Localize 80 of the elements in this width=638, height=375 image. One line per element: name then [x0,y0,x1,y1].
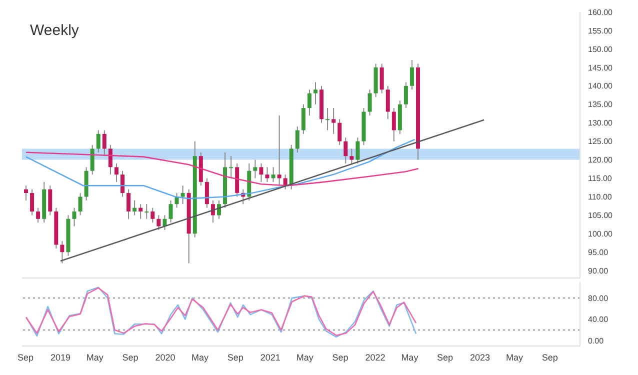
candlestick [350,148,354,164]
y-tick-label: 120.00 [588,156,614,165]
x-tick-label: May [296,352,314,362]
candlestick [72,207,76,227]
candlestick [301,104,306,134]
candlestick [344,137,348,164]
candlestick [332,108,336,134]
candlestick [307,89,312,116]
x-tick-label: May [192,352,210,362]
candlestick [156,214,161,230]
x-tick-label: Sep [17,352,34,362]
x-tick-label: May [401,352,419,362]
candlestick [150,207,155,224]
candlestick [410,60,414,90]
candlestick [277,114,282,186]
y-tick-label: 145.00 [588,63,614,72]
candlestick [356,137,360,164]
candlestick [120,170,124,198]
candlestick [380,63,384,94]
candlestick [386,85,390,120]
candlestick [126,188,131,220]
y-tick-label: 0.00 [588,336,604,346]
y-tick-label: 105.00 [588,211,614,220]
x-tick-label: May [506,352,524,362]
candlestick [313,82,318,105]
candlestick [168,200,173,224]
y-tick-label: 140.00 [588,82,614,91]
text: Weekly [30,22,79,39]
candlestick [48,185,52,216]
y-tick-label: 135.00 [588,100,614,110]
candlestick [295,126,300,153]
candlestick [229,156,234,179]
y-tick-label: 95.00 [588,248,609,257]
y-tick-label: 150.00 [588,44,614,54]
x-tick-label: 2023 [470,352,490,362]
candlestick [326,108,330,131]
candlestick [204,178,209,208]
candlestick [265,166,270,182]
candlestick [24,185,28,201]
x-tick-label: Sep [437,352,454,362]
line-series [25,152,419,186]
y-tick-label: 110.00 [588,192,612,202]
x-tick-label: 2022 [365,352,386,362]
y-tick-label: 100.00 [588,230,614,239]
x-tick-label: Sep [122,352,138,362]
y-tick-label: 90.00 [588,266,609,276]
y-tick-label: 80.00 [588,294,609,303]
y-tick-label: 130.00 [588,118,614,128]
candlestick [60,240,64,264]
x-tick-label: 2019 [50,352,70,362]
y-tick-label: 40.00 [588,315,609,324]
candlestick [30,188,34,216]
x-tick-label: Sep [227,352,244,362]
x-tick-label: Sep [542,352,558,362]
candlestick [368,89,372,116]
candlestick [144,204,149,220]
candlestick [138,204,143,220]
candlestick [90,144,94,176]
x-tick-label: May [86,352,104,362]
candlestick [259,162,264,182]
candlestick [404,82,408,109]
y-tick-label: 125.00 [588,137,614,146]
candlestick [114,162,118,182]
candlestick [102,130,106,157]
candlestick [392,108,396,142]
x-tick-label: 2020 [155,352,176,362]
candlestick [96,130,100,153]
candlestick [271,166,276,182]
candlestick [132,200,137,216]
x-tick-label: Sep [332,352,348,362]
y-tick-label: 160.00 [588,8,614,17]
candlestick [108,144,112,176]
x-tick-label: 2021 [260,352,280,362]
y-tick-label: 115.00 [588,174,612,184]
candlestick [36,207,40,224]
candlestick [78,192,82,216]
y-tick-label: 155.00 [588,26,614,36]
candlestick [253,159,258,179]
candlestick [338,118,342,146]
candlestick [180,185,185,205]
